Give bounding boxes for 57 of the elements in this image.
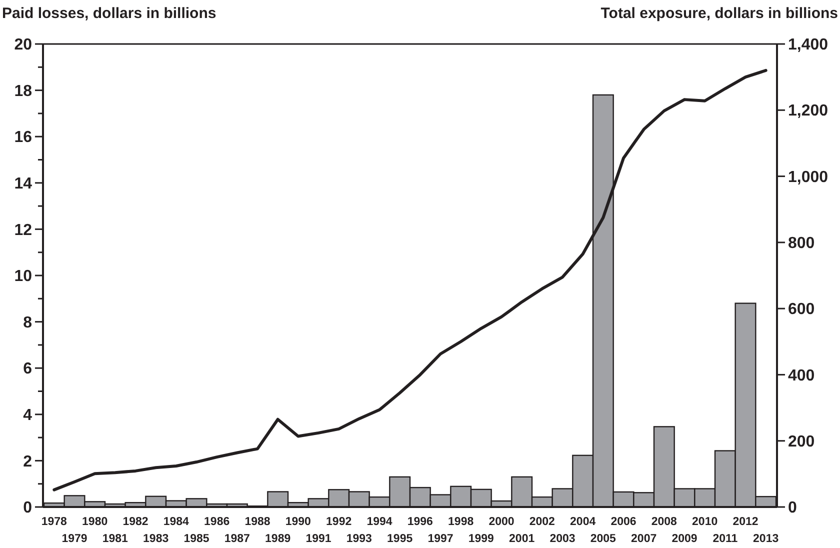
x-tick-label: 2004 bbox=[570, 516, 596, 528]
y2-tick-label: 400 bbox=[788, 367, 815, 384]
y-tick-label: 0 bbox=[23, 500, 32, 517]
y2-tick-label: 600 bbox=[788, 301, 815, 318]
x-tick-label: 1991 bbox=[306, 533, 332, 545]
x-tick-label: 1988 bbox=[244, 516, 271, 528]
x-tick-label: 2009 bbox=[672, 533, 698, 545]
x-tick-label: 1987 bbox=[224, 533, 250, 545]
x-tick-label: 2001 bbox=[509, 533, 536, 545]
y2-tick-label: 1,400 bbox=[788, 36, 828, 54]
x-tick-label: 1983 bbox=[143, 533, 169, 545]
x-tick-label: 1997 bbox=[428, 533, 454, 545]
x-tick-label: 1995 bbox=[387, 533, 414, 545]
y-tick-label: 12 bbox=[14, 222, 32, 239]
y2-tick-label: 800 bbox=[788, 235, 815, 252]
x-tick-label: 2005 bbox=[590, 533, 617, 545]
x-tick-label: 1984 bbox=[163, 516, 190, 528]
x-tick-label: 1999 bbox=[468, 533, 494, 545]
y-tick-label: 20 bbox=[14, 36, 32, 54]
x-tick-label: 1986 bbox=[204, 516, 230, 528]
x-tick-label: 2002 bbox=[529, 516, 555, 528]
y-tick-label: 8 bbox=[23, 314, 32, 332]
y2-tick-label: 0 bbox=[788, 500, 797, 517]
x-tick-label: 1994 bbox=[366, 516, 393, 528]
x-tick-label: 1992 bbox=[326, 516, 352, 528]
x-tick-label: 2000 bbox=[488, 516, 514, 528]
y-tick-label: 14 bbox=[14, 176, 32, 192]
y2-tick-label: 1,200 bbox=[788, 102, 828, 120]
x-tick-label: 1996 bbox=[407, 516, 433, 528]
x-tick-label: 2006 bbox=[610, 516, 636, 528]
x-tick-label: 2012 bbox=[732, 516, 758, 528]
y-tick-label: 18 bbox=[14, 82, 32, 100]
x-tick-label: 1981 bbox=[102, 533, 129, 545]
y2-axis-title: Total exposure, dollars in billions bbox=[600, 5, 838, 22]
y-tick-label: 6 bbox=[23, 360, 32, 378]
y-tick-label: 4 bbox=[23, 407, 32, 424]
x-tick-label: 2013 bbox=[753, 533, 779, 545]
y-tick-label: 10 bbox=[14, 268, 32, 286]
x-tick-label: 1985 bbox=[184, 533, 210, 545]
x-tick-label: 1993 bbox=[346, 533, 372, 545]
y-axis-title: Paid losses, dollars in billions bbox=[2, 5, 216, 22]
x-tick-label: 1998 bbox=[448, 516, 474, 528]
x-tick-label: 2003 bbox=[550, 533, 576, 545]
x-tick-label: 1980 bbox=[82, 516, 108, 528]
x-tick-label: 1978 bbox=[41, 516, 68, 528]
x-tick-label: 2007 bbox=[631, 533, 657, 545]
x-tick-label: 1989 bbox=[265, 533, 291, 545]
y-tick-label: 16 bbox=[14, 129, 32, 146]
x-tick-label: 1979 bbox=[62, 533, 88, 545]
y2-tick-label: 1,000 bbox=[788, 168, 828, 186]
x-tick-label: 2011 bbox=[712, 533, 738, 545]
x-tick-label: 2010 bbox=[692, 516, 718, 528]
y2-tick-label: 200 bbox=[788, 433, 815, 450]
y-tick-label: 2 bbox=[23, 453, 32, 470]
x-tick-label: 1990 bbox=[285, 516, 311, 528]
x-tick-label: 2008 bbox=[651, 516, 678, 528]
x-tick-label: 1982 bbox=[122, 516, 148, 528]
